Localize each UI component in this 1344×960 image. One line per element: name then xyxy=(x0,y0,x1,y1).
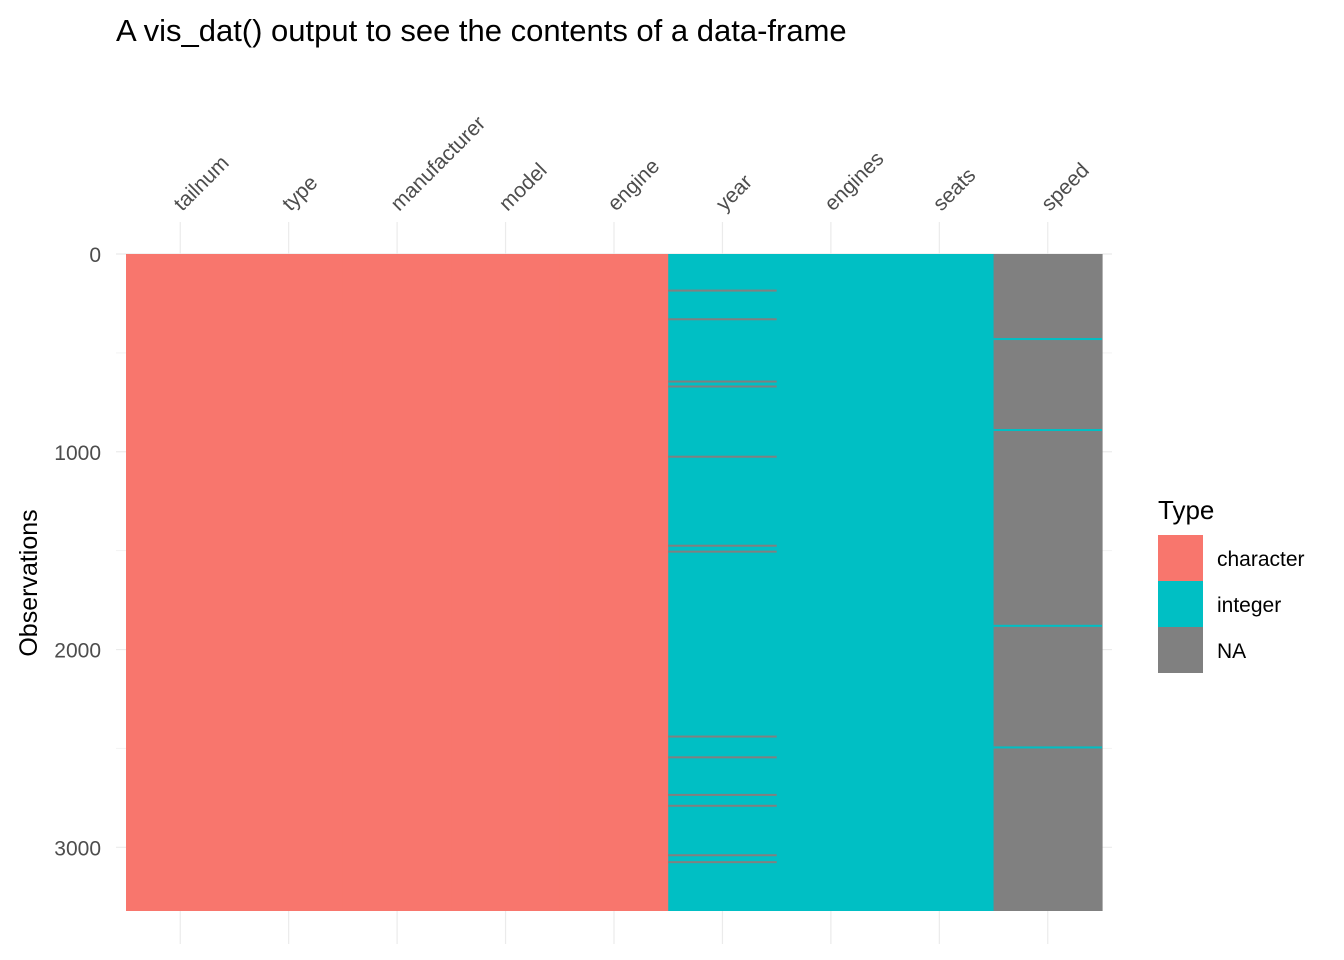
y-tick-label: 2000 xyxy=(54,640,101,663)
cell-column-seats xyxy=(885,254,995,911)
na-line xyxy=(668,756,777,759)
y-axis-title: Observations xyxy=(15,509,43,656)
data-cells xyxy=(126,254,1103,911)
column-label-year: year xyxy=(712,170,757,215)
na-line xyxy=(668,861,777,864)
na-line xyxy=(668,854,777,857)
cell-column-tailnum xyxy=(126,254,236,911)
cell-column-type xyxy=(234,254,344,911)
y-tick-label: 3000 xyxy=(54,837,101,860)
na-line xyxy=(668,550,777,553)
column-label-engine: engine xyxy=(603,155,664,216)
legend-swatch-na xyxy=(1158,627,1203,673)
na-line xyxy=(668,318,777,321)
present-line xyxy=(993,624,1102,627)
column-label-type: type xyxy=(278,171,322,215)
cell-column-engine xyxy=(559,254,669,911)
cell-column-year xyxy=(668,254,778,911)
column-label-seats: seats xyxy=(929,164,981,216)
na-line xyxy=(668,544,777,547)
na-line xyxy=(668,793,777,796)
legend-label-integer: integer xyxy=(1217,594,1281,617)
column-labels: tailnum type manufacturer model engine year en… xyxy=(169,112,1093,216)
na-line xyxy=(668,380,777,383)
legend: Type character integer NA xyxy=(1158,495,1305,673)
cell-column-speed xyxy=(993,254,1103,911)
column-label-manufacturer: manufacturer xyxy=(386,112,490,216)
na-line xyxy=(668,735,777,738)
cell-column-engines xyxy=(776,254,886,911)
legend-label-character: character xyxy=(1217,548,1305,571)
cell-column-manufacturer xyxy=(342,254,452,911)
cell-column-model xyxy=(451,254,561,911)
y-axis-ticks: 0 1000 2000 3000 xyxy=(54,244,101,860)
y-tick-label: 0 xyxy=(89,244,101,267)
legend-label-na: NA xyxy=(1217,640,1246,663)
present-line xyxy=(993,338,1102,341)
na-line xyxy=(668,455,777,458)
na-line xyxy=(668,804,777,807)
present-line xyxy=(993,746,1102,749)
legend-title: Type xyxy=(1158,495,1214,525)
present-line xyxy=(993,429,1102,432)
column-label-tailnum: tailnum xyxy=(169,151,233,215)
y-tick-label: 1000 xyxy=(54,442,101,465)
legend-swatch-integer xyxy=(1158,581,1203,627)
column-label-engines: engines xyxy=(820,147,888,215)
na-line xyxy=(668,289,777,292)
na-line xyxy=(668,385,777,388)
legend-swatch-character xyxy=(1158,535,1203,581)
missing-value-lines xyxy=(668,289,1102,864)
chart-title: A vis_dat() output to see the contents o… xyxy=(116,13,847,48)
column-label-model: model xyxy=(495,159,552,216)
column-label-speed: speed xyxy=(1037,159,1094,216)
